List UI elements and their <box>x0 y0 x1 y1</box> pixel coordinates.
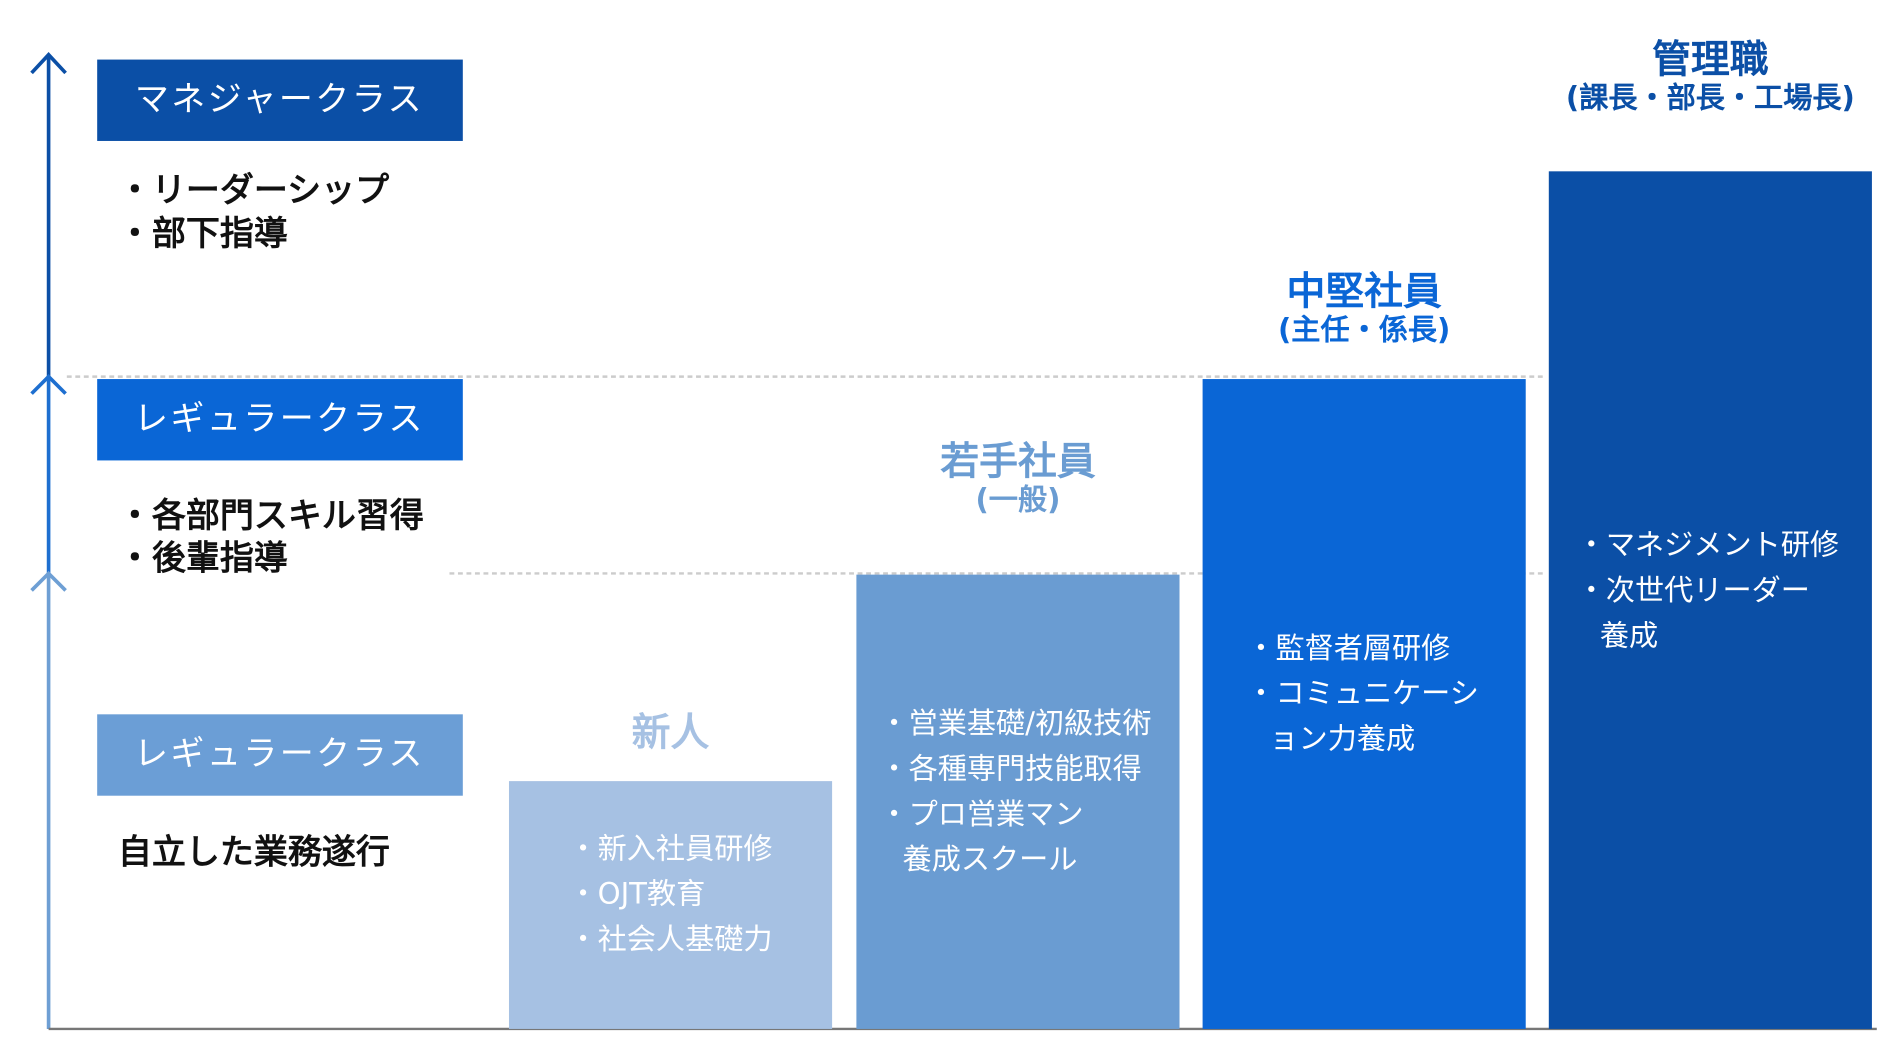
step-title: 中堅社員 <box>1286 270 1442 315</box>
step-item: ョン力養成 <box>1269 722 1415 756</box>
step-title: 新人 <box>632 710 710 755</box>
step-item: ・営業基礎/初級技術 <box>879 706 1151 740</box>
level-item: ・部下指導 <box>118 214 288 254</box>
step-item: ・各種専門技能取得 <box>879 752 1141 786</box>
step-title: 若手社員 <box>940 440 1096 485</box>
step-item: ・次世代リーダー <box>1577 573 1810 607</box>
level-item: ・リーダーシップ <box>118 170 389 210</box>
step-bar <box>856 574 1180 1029</box>
level-box <box>97 714 463 796</box>
step-subtitle: (課長・部長・工場長) <box>1566 81 1855 115</box>
level-item: ・後輩指導 <box>118 539 288 579</box>
level-item: 自立した業務遂行 <box>118 833 390 873</box>
level-item: ・各部門スキル習得 <box>118 496 424 536</box>
level-label: レギュラークラス <box>134 734 425 774</box>
level-label: レギュラークラス <box>134 399 425 439</box>
step-bar <box>1202 379 1526 1029</box>
step-item: 養成スクール <box>903 842 1078 876</box>
step-bar <box>1548 171 1872 1029</box>
arrow-head <box>30 52 67 75</box>
arrow-head <box>30 570 67 592</box>
level-box <box>97 379 463 461</box>
step-bar <box>508 781 833 1029</box>
arrow-head <box>30 374 67 395</box>
step-title: 管理職 <box>1652 38 1769 83</box>
step-item: 養成 <box>1600 618 1658 652</box>
step-subtitle: (主任・係長) <box>1278 313 1450 347</box>
level-label: マネジャークラス <box>135 79 424 119</box>
step-item: ・コミュニケーシ <box>1246 676 1479 710</box>
step-item: ・社会人基礎力 <box>569 922 773 956</box>
step-item: ・OJT教育 <box>569 877 706 911</box>
step-item: ・プロ営業マン <box>879 797 1083 831</box>
step-item: ・マネジメント研修 <box>1577 528 1839 562</box>
step-item: ・監督者層研修 <box>1246 631 1450 665</box>
step-subtitle: (一般) <box>975 483 1060 517</box>
step-item: ・新入社員研修 <box>569 831 773 865</box>
level-box <box>97 59 463 141</box>
